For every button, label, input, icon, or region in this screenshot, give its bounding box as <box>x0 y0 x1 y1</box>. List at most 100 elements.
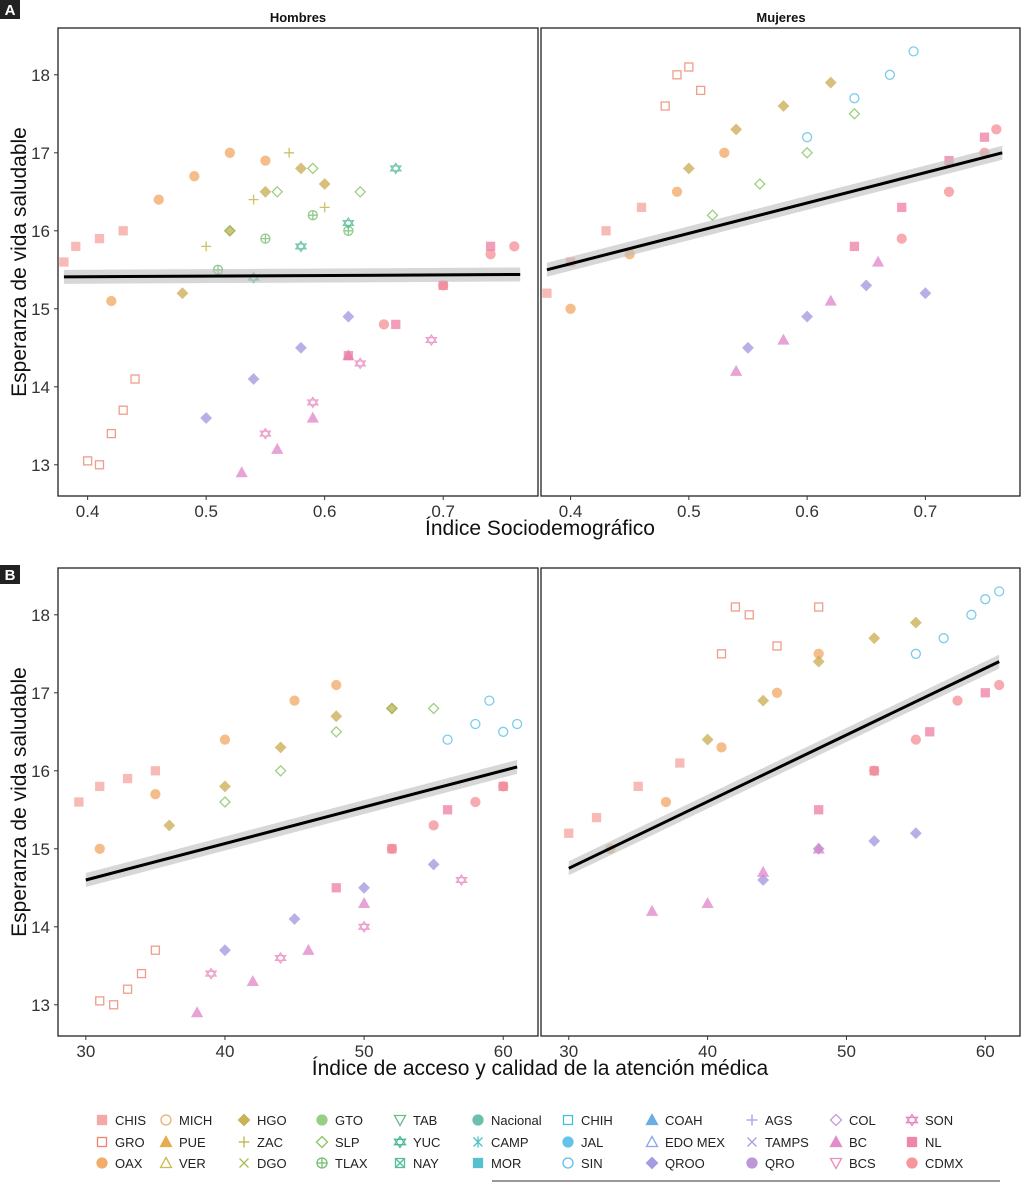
legend-item-gro: GRO <box>96 1135 145 1150</box>
point-zac <box>319 202 330 213</box>
point-sin <box>498 726 509 737</box>
legend-key-square <box>906 1136 918 1148</box>
legend-label: VER <box>179 1156 206 1171</box>
point-sin <box>966 609 977 620</box>
point-zac <box>284 147 295 158</box>
point-gro <box>109 1000 119 1010</box>
legend-key-cross <box>239 1158 249 1168</box>
point-hgo <box>176 287 189 300</box>
point-yuc <box>294 240 308 253</box>
legend-item-ver: VER <box>159 1156 206 1171</box>
point-bc <box>357 897 371 909</box>
point-slp <box>271 185 284 198</box>
point-oax <box>153 194 164 205</box>
legend-item-tlax: TLAX <box>316 1156 368 1171</box>
point-oax <box>716 742 727 753</box>
svg-text:A: A <box>5 2 16 19</box>
legend-item-tab: TAB <box>393 1113 437 1128</box>
point-bc <box>730 364 743 376</box>
point-chis <box>95 781 105 792</box>
legend-key-squarex <box>394 1157 406 1169</box>
x-tick-label: 0.6 <box>313 502 337 521</box>
point-qroo <box>427 858 440 871</box>
point-hgo <box>868 632 881 645</box>
facet-title-hombres: Hombres <box>270 10 326 25</box>
point-cdmx <box>910 734 922 745</box>
y-tick-label: 18 <box>31 606 50 625</box>
point-bc <box>235 466 248 478</box>
point-qroo <box>288 913 301 925</box>
legend-item-camp: CAMP <box>473 1135 529 1150</box>
x-axis-title-b: Índice de acceso y calidad de la atenció… <box>312 1057 769 1080</box>
point-slp <box>330 725 343 738</box>
point-oax <box>331 679 342 691</box>
legend-label: COAH <box>665 1113 703 1128</box>
point-sin <box>849 93 860 104</box>
point-cdmx <box>428 820 439 831</box>
point-gro <box>136 968 147 979</box>
plot-frame-b-hombres <box>57 567 539 1037</box>
point-chis <box>636 202 647 213</box>
svg-text:B: B <box>5 567 16 584</box>
point-sin <box>994 586 1005 597</box>
legend-item-chih: CHIH <box>562 1113 613 1128</box>
legend-label: TAMPS <box>765 1135 809 1150</box>
y-tick-label: 17 <box>31 144 50 163</box>
legend: CHIS GRO OAX MICH PUE VER HGO ZAC DGO GTO SLP TLAX T… <box>96 1113 964 1171</box>
point-son <box>306 396 320 409</box>
legend-item-gto: GTO <box>316 1113 363 1128</box>
point-slp <box>354 185 367 198</box>
point-nl <box>980 688 990 698</box>
point-gro <box>106 428 116 439</box>
x-tick-label: 0.4 <box>559 502 583 521</box>
point-sin <box>938 633 949 644</box>
point-hgo <box>682 162 695 175</box>
x-tick-label: 0.5 <box>677 502 701 521</box>
y-axis-title-a: Esperanza de vida saludable <box>8 127 31 397</box>
legend-label: Nacional <box>491 1113 542 1128</box>
point-nl <box>925 727 935 737</box>
x-tick-label: 30 <box>559 1042 578 1061</box>
point-bc <box>645 904 659 916</box>
legend-key-diamond <box>645 1156 659 1170</box>
point-tlax <box>260 233 271 244</box>
point-hgo <box>777 100 790 112</box>
point-oax <box>224 147 236 158</box>
point-chis <box>542 288 552 298</box>
point-son <box>357 920 371 933</box>
legend-key-circle <box>562 1157 574 1169</box>
point-son <box>204 967 218 980</box>
x-tick-label: 0.4 <box>76 502 100 521</box>
y-tick-label: 16 <box>31 222 50 241</box>
point-chis <box>675 758 685 768</box>
legend-key-circle <box>746 1157 758 1169</box>
legend-item-ags: AGS <box>746 1113 793 1128</box>
legend-item-col: COL <box>829 1113 876 1128</box>
point-gro <box>772 641 782 651</box>
trend-line <box>63 272 521 279</box>
point-chis <box>150 766 161 776</box>
point-chis <box>601 226 611 236</box>
point-qroo <box>342 310 355 323</box>
legend-item-nay: NAY <box>394 1156 439 1171</box>
point-gro <box>684 62 694 72</box>
x-tick-label: 50 <box>837 1042 856 1061</box>
point-cdmx <box>994 679 1005 691</box>
legend-item-jal: JAL <box>562 1135 603 1150</box>
legend-key-circleplus <box>316 1157 328 1169</box>
plot-frame-a-hombres <box>57 27 539 497</box>
point-cdmx <box>438 280 449 291</box>
legend-key-square <box>472 1157 484 1169</box>
point-tlax <box>343 225 354 236</box>
x-axis-title-a: Índice Sociodemográfico <box>425 517 655 540</box>
point-hgo <box>318 178 331 190</box>
legend-label: CDMX <box>925 1156 964 1171</box>
point-cdmx <box>869 765 880 776</box>
legend-item-nl: NL <box>906 1135 942 1150</box>
point-bc <box>777 333 790 345</box>
legend-label: GRO <box>115 1135 145 1150</box>
legend-key-circle <box>562 1136 574 1148</box>
legend-label: HGO <box>257 1113 287 1128</box>
point-hgo <box>812 655 825 668</box>
legend-label: GTO <box>335 1113 363 1128</box>
